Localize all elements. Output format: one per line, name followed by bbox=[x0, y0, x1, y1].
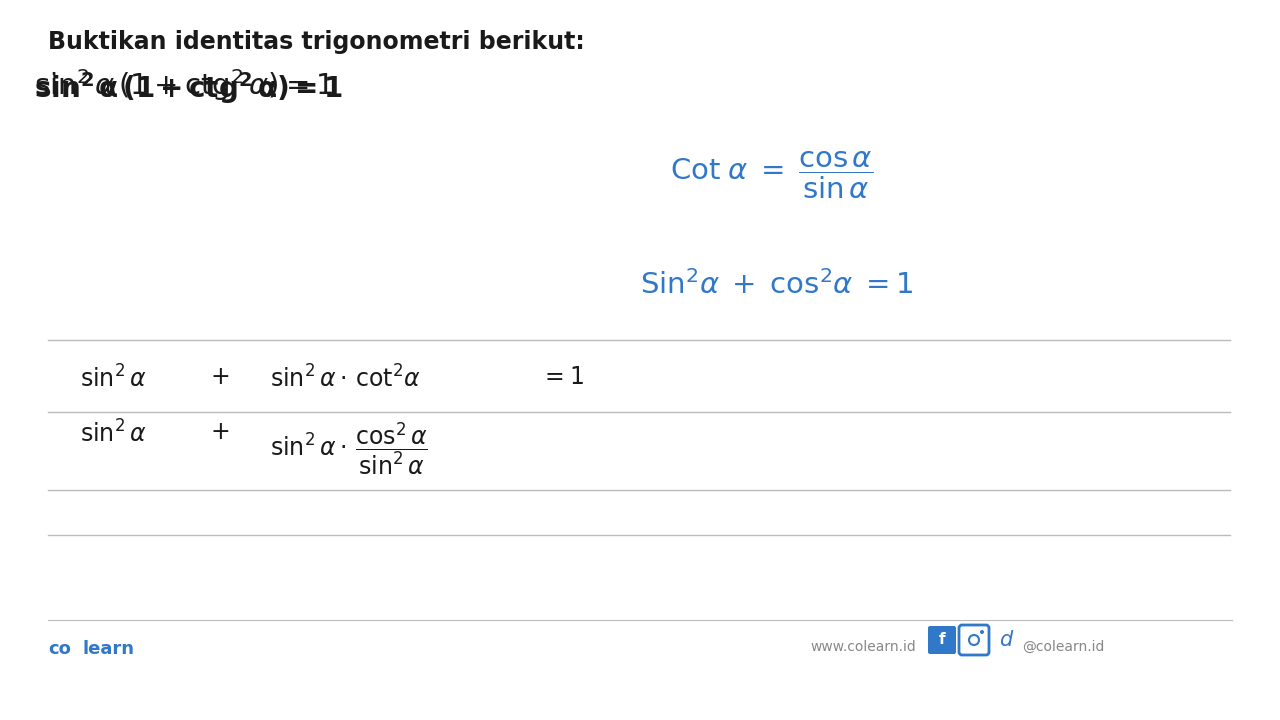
Text: @colearn.id: @colearn.id bbox=[1021, 640, 1105, 654]
Text: $+$: $+$ bbox=[210, 365, 229, 389]
Text: www.colearn.id: www.colearn.id bbox=[810, 640, 915, 654]
Text: $\sin^2\alpha\cdot\,\mathrm{cot}^2\alpha$: $\sin^2\alpha\cdot\,\mathrm{cot}^2\alpha… bbox=[270, 365, 421, 392]
Circle shape bbox=[980, 630, 984, 634]
Text: f: f bbox=[938, 632, 946, 647]
Text: $+$: $+$ bbox=[210, 420, 229, 444]
Text: $= 1$: $= 1$ bbox=[540, 365, 584, 389]
Text: co: co bbox=[49, 640, 70, 658]
Text: d: d bbox=[1000, 630, 1012, 650]
Text: learn: learn bbox=[83, 640, 134, 658]
Text: $\mathrm{Cot}\;\alpha\; =\; \dfrac{\cos\alpha}{\sin\alpha}$: $\mathrm{Cot}\;\alpha\; =\; \dfrac{\cos\… bbox=[669, 150, 873, 201]
Text: $\sin^2 \alpha\,(1 + \mathrm{ctg}^2\,\alpha) = 1$: $\sin^2 \alpha\,(1 + \mathrm{ctg}^2\,\al… bbox=[35, 67, 333, 103]
Text: $\sin^2\alpha\cdot\,\dfrac{\cos^2\alpha}{\sin^2\alpha}$: $\sin^2\alpha\cdot\,\dfrac{\cos^2\alpha}… bbox=[270, 420, 428, 477]
Text: $\mathbf{sin^2}$$\mathbf{\,\alpha\,(1 + ctg^2\,\alpha) = 1}$: $\mathbf{sin^2}$$\mathbf{\,\alpha\,(1 + … bbox=[35, 70, 342, 106]
Text: $\sin^2\alpha$: $\sin^2\alpha$ bbox=[79, 365, 146, 392]
Text: $\mathrm{Sin}^2\alpha\;+\;\mathrm{cos}^2\alpha\;=1$: $\mathrm{Sin}^2\alpha\;+\;\mathrm{cos}^2… bbox=[640, 270, 914, 300]
Text: Buktikan identitas trigonometri berikut:: Buktikan identitas trigonometri berikut: bbox=[49, 30, 585, 54]
FancyBboxPatch shape bbox=[928, 626, 956, 654]
Text: $\sin^2\alpha$: $\sin^2\alpha$ bbox=[79, 420, 146, 447]
